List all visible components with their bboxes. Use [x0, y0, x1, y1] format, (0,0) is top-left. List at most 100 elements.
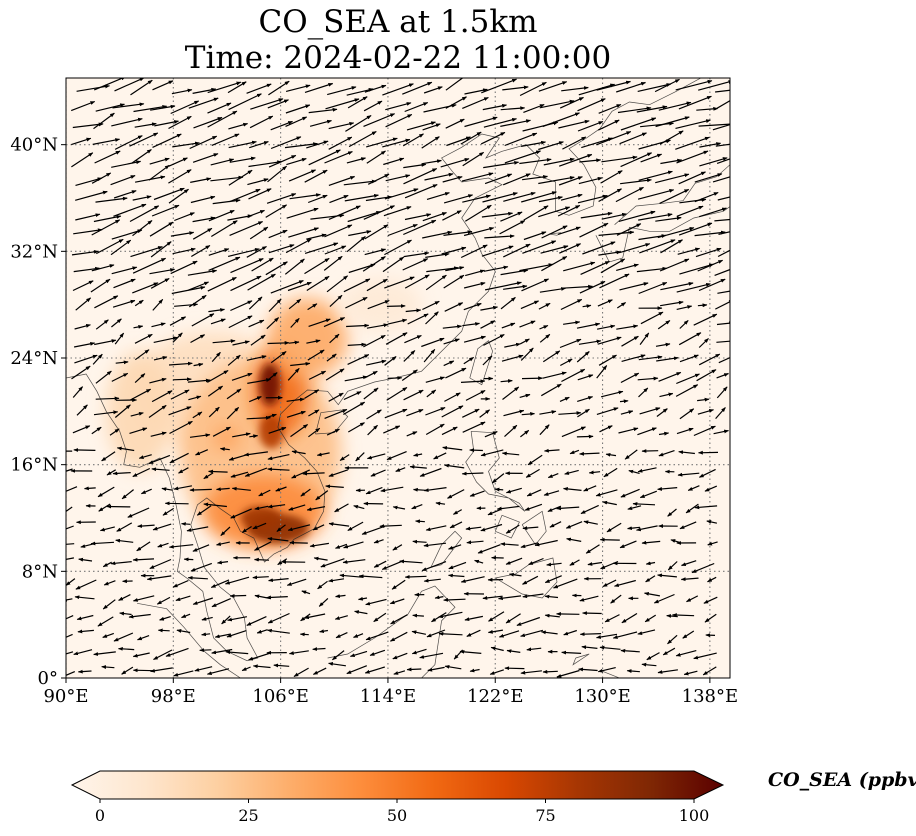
wind-arrow: [91, 264, 115, 272]
wind-arrow: [346, 236, 366, 253]
wind-arrow: [133, 104, 168, 113]
wind-arrow: [713, 429, 729, 435]
wind-arrow: [460, 244, 488, 259]
wind-arrow: [657, 487, 678, 491]
wind-arrow: [164, 501, 189, 506]
wind-arrow: [171, 88, 193, 95]
wind-arrow: [527, 454, 543, 466]
wind-arrow: [325, 368, 345, 381]
wind-arrow: [519, 81, 547, 97]
wind-arrow: [582, 304, 592, 308]
wind-arrow: [148, 404, 167, 418]
wind-arrow: [392, 652, 408, 660]
wind-arrow: [526, 489, 542, 497]
wind-arrow: [373, 560, 387, 568]
wind-arrow: [304, 82, 334, 93]
wind-arrow: [172, 579, 189, 588]
wind-arrow: [276, 524, 286, 532]
wind-arrow: [508, 572, 522, 577]
wind-arrow: [447, 489, 465, 499]
wind-arrow: [411, 504, 423, 510]
wind-arrow: [208, 209, 235, 222]
wind-arrow: [698, 468, 716, 478]
wind-arrow: [231, 486, 251, 491]
wind-arrow: [306, 275, 330, 292]
wind-arrow: [576, 322, 601, 329]
wind-arrow: [715, 143, 730, 147]
wind-arrow: [465, 526, 482, 531]
wind-arrow: [287, 524, 311, 532]
wind-arrow: [597, 299, 613, 307]
wind-arrow: [193, 362, 204, 367]
wind-arrow: [304, 169, 328, 183]
wind-arrow: [461, 471, 484, 476]
wind-arrow: [149, 221, 174, 237]
wind-arrow: [481, 78, 517, 94]
wind-arrow: [251, 257, 274, 272]
wind-arrow: [366, 409, 382, 420]
wind-arrow: [246, 355, 267, 361]
wind-arrow: [658, 431, 670, 436]
wind-arrow: [583, 485, 597, 492]
coastline: [465, 430, 526, 512]
wind-arrow: [71, 137, 92, 146]
wind-arrow: [110, 239, 132, 256]
wind-arrow: [610, 594, 622, 604]
wind-arrow: [413, 487, 427, 492]
wind-arrow: [500, 119, 531, 127]
wind-arrow: [421, 136, 440, 149]
wind-arrow: [413, 452, 423, 457]
wind-arrow: [109, 428, 120, 436]
wind-arrow: [406, 121, 436, 131]
wind-arrow: [154, 120, 179, 127]
wind-arrow: [425, 423, 445, 436]
wind-arrow: [578, 667, 598, 672]
wind-arrow: [595, 489, 618, 497]
wind-arrow: [718, 356, 730, 364]
wind-arrow: [71, 249, 99, 256]
wind-arrow: [162, 507, 175, 516]
wind-arrow: [300, 488, 311, 497]
wind-arrow: [411, 630, 427, 635]
wind-arrow: [246, 83, 272, 94]
wind-arrow: [687, 485, 700, 491]
wind-arrow: [168, 544, 194, 549]
wind-arrow: [463, 335, 486, 343]
wind-arrow: [366, 137, 398, 148]
wind-arrow: [121, 666, 134, 675]
wind-arrow: [206, 668, 230, 675]
wind-arrow: [112, 299, 136, 308]
wind-arrow: [328, 175, 356, 186]
wind-arrow: [520, 670, 542, 675]
wind-arrow: [406, 667, 422, 672]
wind-arrow: [557, 226, 581, 235]
wind-arrow: [446, 136, 471, 147]
wind-arrow: [345, 296, 368, 309]
wind-arrow: [226, 388, 242, 400]
wind-arrow: [393, 670, 406, 675]
wind-arrow: [254, 557, 270, 562]
wind-arrow: [66, 557, 75, 561]
wind-arrow: [494, 487, 504, 492]
wind-arrow: [324, 408, 348, 419]
wind-arrow: [443, 230, 473, 236]
wind-arrow: [549, 521, 562, 528]
wind-arrow: [187, 575, 208, 580]
wind-arrow: [150, 667, 173, 673]
co-plume: [259, 414, 284, 449]
wind-arrow: [564, 469, 579, 475]
wind-arrow: [409, 465, 427, 469]
wind-arrow: [712, 176, 730, 183]
wind-arrow: [412, 539, 427, 544]
wind-arrow: [101, 451, 116, 462]
wind-arrow: [596, 407, 619, 415]
wind-arrow: [382, 138, 411, 148]
wind-arrow: [230, 508, 252, 519]
wind-arrow: [444, 302, 464, 312]
wind-arrow: [542, 350, 561, 363]
wind-arrow: [306, 339, 321, 344]
wind-arrow: [384, 356, 397, 366]
lat-tick-label: 8°N: [22, 561, 58, 582]
wind-arrow: [501, 322, 516, 329]
wind-arrow: [113, 203, 147, 217]
